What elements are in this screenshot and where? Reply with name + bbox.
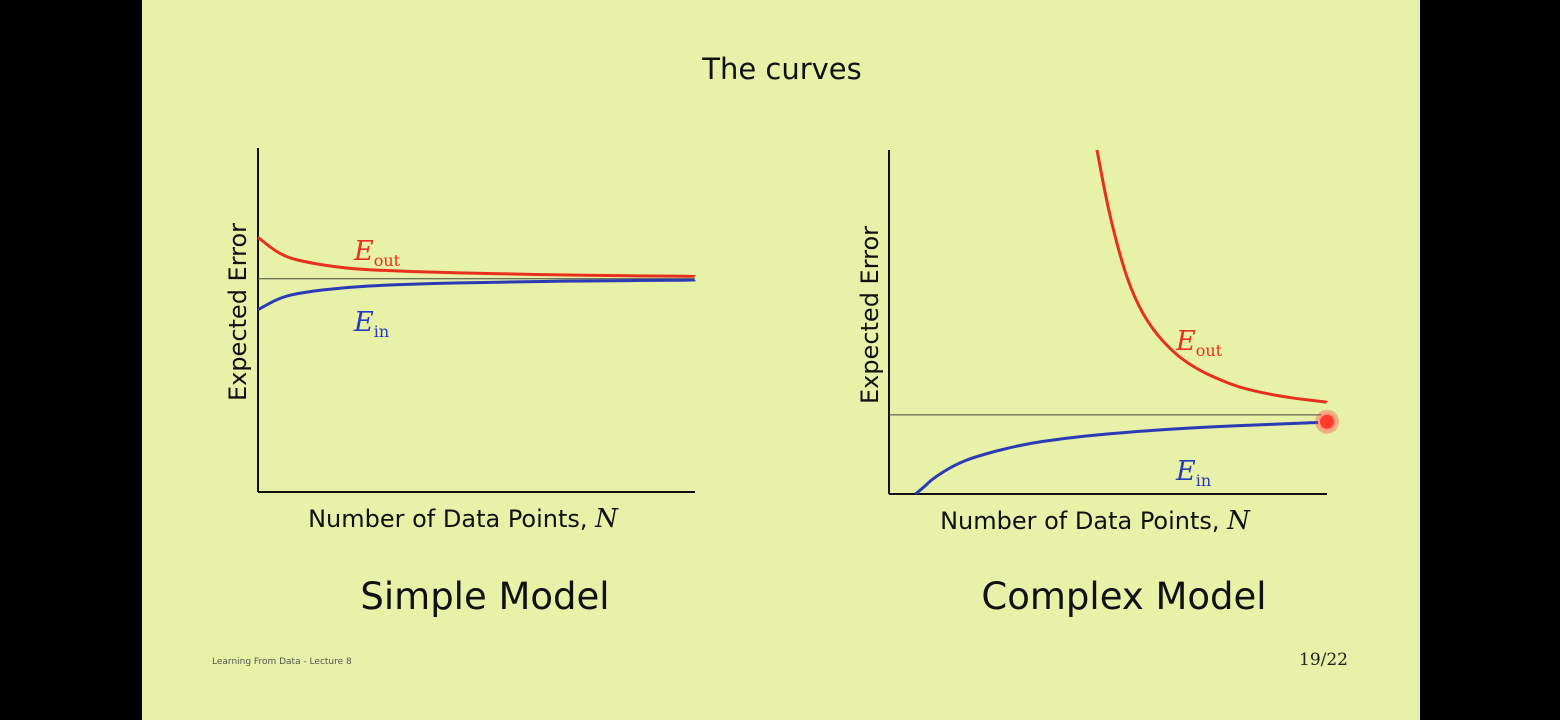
chart-complex-eout-curve — [1095, 149, 1329, 404]
chart-simple-ein-curve — [257, 278, 697, 312]
chart-simple-ein-label: Ein — [353, 307, 389, 341]
slide-title: The curves — [701, 52, 862, 86]
chart-complex-x-axis-label: Number of Data Points, N — [940, 506, 1251, 536]
chart-complex-ein-label: Ein — [1175, 456, 1211, 490]
slide-page-number: 19/22 — [1299, 650, 1348, 670]
chart-complex-ein-curve — [914, 420, 1329, 496]
chart-simple-eout-label: Eout — [353, 236, 401, 270]
chart-simple-y-axis-label: Expected Error — [224, 223, 252, 401]
chart-simple-eout-curve — [257, 236, 697, 278]
slide-background — [142, 0, 1420, 720]
chart-simple-caption: Simple Model — [360, 575, 609, 618]
chart-simple-x-axis-label: Number of Data Points, N — [308, 504, 619, 534]
chart-complex-model: Eout Ein Expected Error Number of Data P… — [856, 149, 1339, 618]
chart-complex-caption: Complex Model — [981, 575, 1266, 618]
chart-complex-eout-label: Eout — [1175, 326, 1223, 360]
slide-footer-left: Learning From Data - Lecture 8 — [212, 657, 352, 667]
chart-simple-model: Eout Ein Expected Error Number of Data P… — [224, 148, 697, 618]
chart-complex-y-axis-label: Expected Error — [856, 226, 884, 404]
chart-complex-highlight-point — [1318, 412, 1336, 431]
